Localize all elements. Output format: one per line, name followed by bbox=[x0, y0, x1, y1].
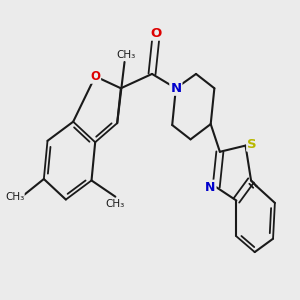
Text: CH₃: CH₃ bbox=[116, 50, 136, 60]
Text: N: N bbox=[170, 82, 182, 95]
Text: CH₃: CH₃ bbox=[106, 199, 125, 209]
Text: O: O bbox=[150, 27, 161, 40]
Text: N: N bbox=[205, 181, 215, 194]
Text: S: S bbox=[247, 138, 257, 151]
Text: O: O bbox=[90, 70, 100, 83]
Text: CH₃: CH₃ bbox=[5, 192, 24, 202]
